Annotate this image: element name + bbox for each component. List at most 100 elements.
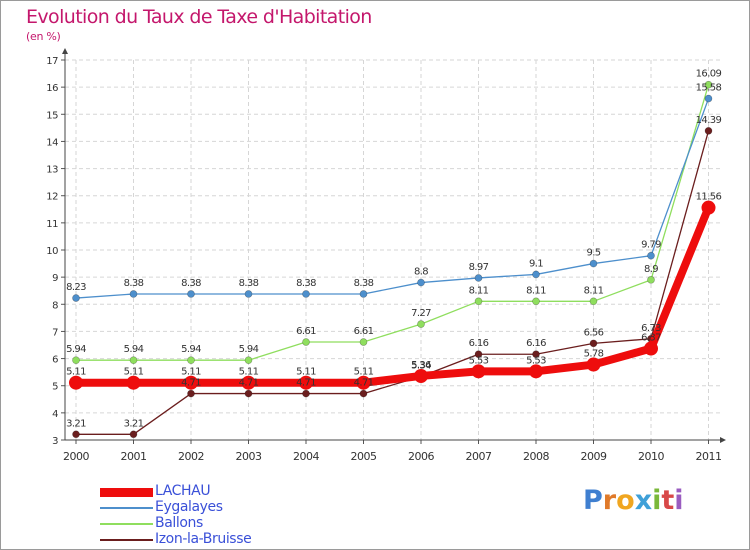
x-tick-label: 2005: [351, 450, 377, 463]
y-tick-label: 4: [52, 409, 58, 420]
data-point: [644, 341, 658, 356]
data-label: 5.11: [354, 367, 374, 378]
data-point: [184, 375, 198, 390]
y-tick-label: 5: [52, 382, 58, 393]
data-label: 11.56: [696, 192, 722, 203]
logo-letter: P: [583, 485, 603, 516]
data-label: 16.09: [696, 69, 722, 80]
data-point: [589, 339, 598, 348]
data-point: [69, 375, 83, 390]
data-label: 4.71: [354, 378, 374, 389]
data-label: 6.61: [296, 326, 316, 337]
data-label: 15.58: [696, 83, 722, 94]
data-point: [474, 297, 483, 306]
logo-letter: r: [602, 485, 617, 516]
y-axis-arrow: [62, 48, 68, 54]
x-tick-label: 2011: [696, 450, 722, 463]
data-point: [417, 278, 425, 287]
data-point: [302, 338, 310, 346]
data-label: 8.97: [469, 262, 489, 273]
data-label: 8.38: [239, 278, 259, 289]
data-point: [356, 375, 371, 390]
data-label: 6.56: [584, 327, 604, 338]
data-label: 5.36: [411, 360, 431, 371]
logo-letter: t: [661, 485, 675, 516]
legend-item: Ballons: [100, 515, 300, 532]
data-point: [359, 389, 368, 398]
x-tick-label: 2002: [178, 450, 204, 463]
chart-title: Evolution du Taux de Taxe d'Habitation: [26, 6, 372, 28]
data-label: 8.38: [124, 278, 144, 289]
data-point: [532, 270, 540, 279]
data-label: 4.71: [181, 378, 201, 389]
data-point: [187, 290, 195, 298]
data-label: 5.11: [181, 367, 201, 378]
data-label: 5.53: [526, 355, 546, 366]
legend-item: Eygalayes: [100, 499, 300, 516]
data-point: [414, 368, 428, 383]
data-label: 5.11: [124, 367, 144, 378]
y-tick-label: 10: [46, 246, 58, 257]
data-point: [704, 80, 713, 89]
data-point: [72, 356, 80, 365]
data-point: [126, 375, 141, 390]
data-point: [299, 375, 313, 390]
y-tick-label: 6: [52, 355, 58, 366]
data-point: [359, 338, 368, 346]
data-label: 9.5: [586, 248, 600, 259]
data-label: 5.94: [239, 344, 259, 355]
data-point: [532, 350, 540, 359]
data-point: [241, 375, 256, 390]
logo-letter: x: [634, 485, 653, 516]
data-label: 8.23: [66, 282, 86, 293]
legend-item: Izon-la-Bruisse: [100, 531, 300, 548]
data-label: 6.73: [641, 323, 661, 334]
legend-label: Ballons: [155, 515, 203, 531]
data-label: 5.53: [469, 355, 489, 366]
data-point: [302, 389, 310, 398]
data-point: [417, 320, 425, 328]
x-tick-label: 2008: [523, 450, 549, 463]
legend-swatch: [100, 487, 153, 497]
data-point: [701, 200, 716, 215]
data-label: 5.11: [239, 367, 259, 378]
data-point: [471, 364, 486, 379]
data-label: 9.79: [641, 240, 661, 251]
data-label: 8.9: [644, 264, 658, 275]
x-tick-label: 2001: [121, 450, 147, 463]
data-point: [589, 259, 598, 268]
data-label: 5.78: [584, 349, 604, 360]
y-tick-label: 14: [46, 137, 58, 148]
data-point: [704, 94, 713, 103]
y-tick-label: 15: [46, 110, 58, 121]
data-point: [129, 290, 138, 298]
data-label: 6.37: [641, 333, 661, 344]
data-point: [704, 127, 713, 135]
legend-label: LACHAU: [155, 483, 211, 499]
data-point: [529, 364, 543, 379]
data-point: [129, 430, 138, 439]
x-tick-label: 2009: [581, 450, 607, 463]
y-tick-label: 3: [52, 436, 58, 447]
logo-letter: i: [652, 485, 662, 516]
data-point: [474, 350, 483, 359]
proxiti-logo: Proxiti: [583, 485, 684, 516]
data-point: [586, 357, 601, 372]
x-tick-label: 2010: [638, 450, 664, 463]
data-label: 5.94: [181, 344, 201, 355]
data-label: 3.21: [124, 418, 144, 429]
logo-letter: i: [674, 485, 684, 516]
data-point: [187, 389, 195, 398]
y-tick-label: 12: [46, 192, 58, 203]
data-label: 6.16: [526, 338, 546, 349]
data-label: 7.27: [411, 308, 431, 319]
data-label: 5.11: [66, 367, 86, 378]
data-label: 5.94: [124, 344, 144, 355]
data-point: [589, 297, 598, 306]
data-point: [72, 430, 80, 439]
y-tick-label: 13: [46, 165, 58, 176]
legend-swatch: [100, 507, 153, 509]
data-label: 8.38: [354, 278, 374, 289]
data-label: 8.11: [584, 285, 604, 296]
